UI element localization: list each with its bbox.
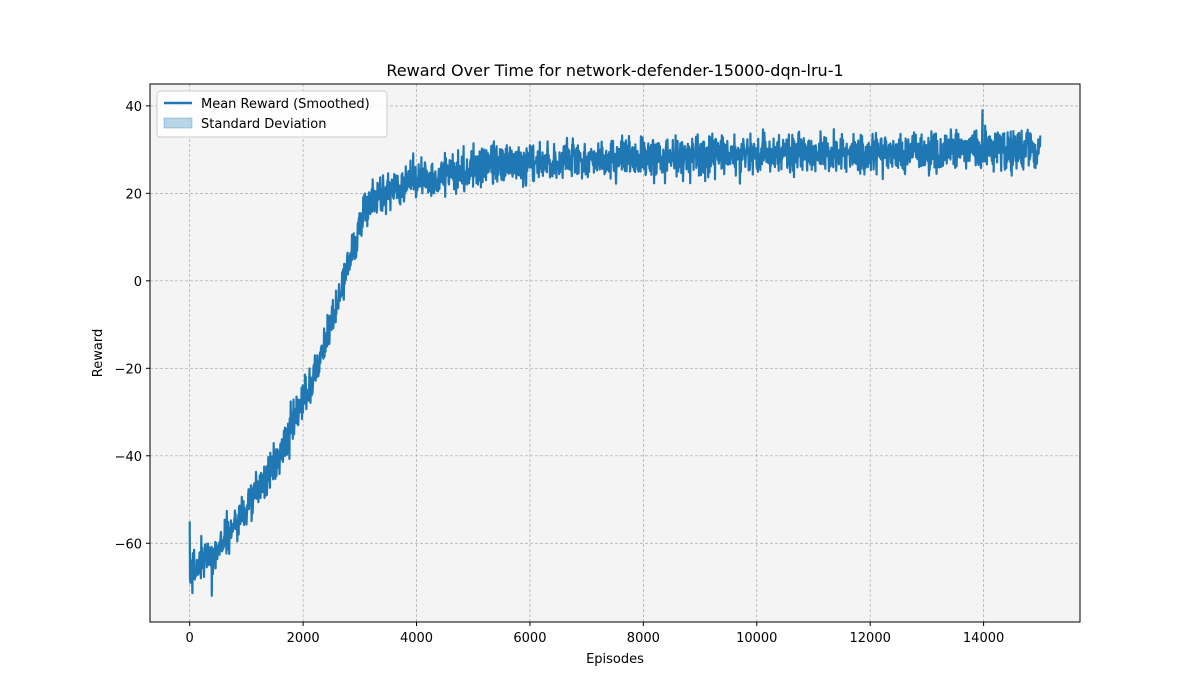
x-tick-label: 4000 [400,631,433,646]
x-tick-label: 0 [186,631,194,646]
legend-standard-deviation-label: Standard Deviation [201,117,326,132]
y-tick-label: −20 [115,362,142,377]
series-layer [188,109,1042,597]
y-axis-label: Reward [91,329,106,377]
y-axis-ticks: −60 −40 −20 0 20 40 [115,100,150,552]
y-tick-label: 0 [134,275,142,290]
y-tick-label: 20 [125,187,142,202]
legend-standard-deviation-swatch [163,117,193,129]
legend-box [156,90,388,138]
x-axis-ticks: 0 2000 4000 6000 8000 10000 12000 14000 [186,622,1004,646]
y-tick-label: −40 [115,450,142,465]
legend-mean-reward-label: Mean Reward (Smoothed) [201,97,370,112]
x-tick-label: 10000 [736,631,777,646]
x-tick-label: 14000 [963,631,1004,646]
x-tick-label: 12000 [850,631,891,646]
x-tick-label: 6000 [513,631,546,646]
y-tick-label: 40 [125,100,142,115]
y-tick-label: −60 [115,537,142,552]
plot-frame [149,83,1081,623]
legend: Mean Reward (Smoothed) Standard Deviatio… [156,90,388,138]
x-tick-label: 8000 [627,631,660,646]
mean-reward-line [188,109,1042,597]
x-axis-label: Episodes [586,652,644,667]
x-tick-label: 2000 [287,631,320,646]
chart-title: Reward Over Time for network-defender-15… [386,61,843,80]
